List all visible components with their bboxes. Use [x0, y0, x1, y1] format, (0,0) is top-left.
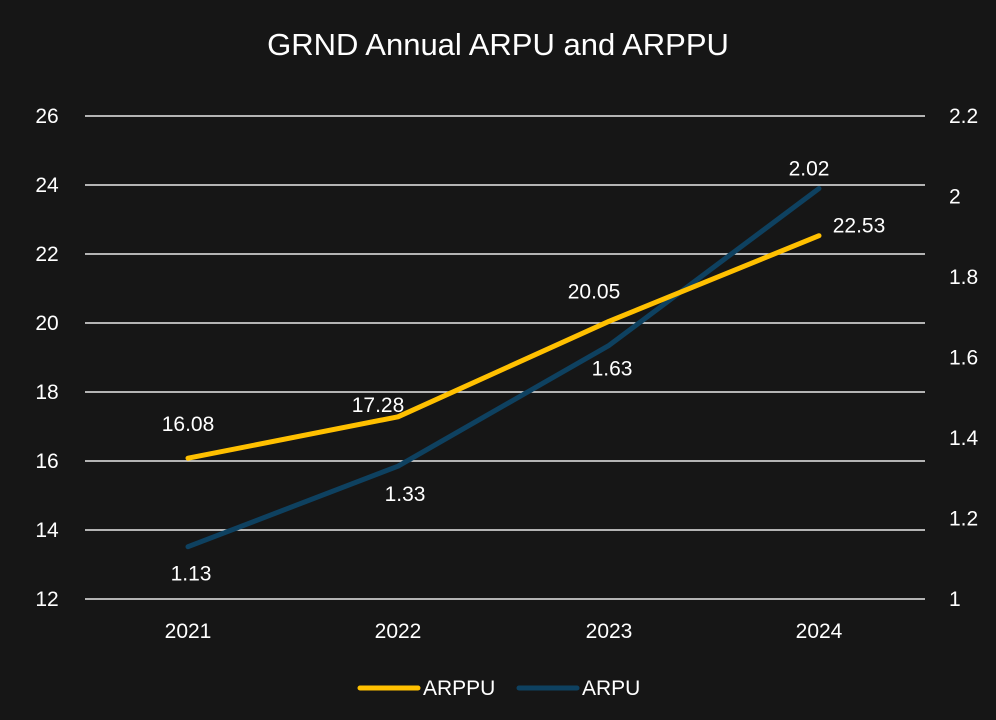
left-tick-label: 26 — [35, 105, 58, 128]
right-tick-label: 1.4 — [949, 427, 979, 450]
data-label-arpu: 1.33 — [385, 483, 426, 506]
legend-label: ARPPU — [423, 677, 495, 700]
right-axis: 1 1.2 1.4 1.6 1.8 2 2.2 — [949, 105, 979, 611]
x-tick-label: 2021 — [165, 620, 212, 643]
right-tick-label: 2 — [949, 186, 961, 209]
data-label-arpu: 1.13 — [171, 563, 212, 586]
left-tick-label: 14 — [35, 519, 59, 542]
legend-item-arppu[interactable]: ARPPU — [357, 677, 495, 700]
data-label-arppu: 22.53 — [833, 215, 886, 238]
left-tick-label: 24 — [35, 174, 59, 197]
data-label-arppu: 17.28 — [352, 394, 405, 417]
left-tick-label: 20 — [35, 312, 58, 335]
left-tick-label: 16 — [35, 450, 58, 473]
data-label-arppu: 20.05 — [568, 280, 621, 303]
right-tick-label: 2.2 — [949, 105, 978, 128]
data-label-arppu: 16.08 — [162, 413, 215, 436]
legend[interactable]: ARPPU ARPU — [357, 677, 640, 700]
x-tick-label: 2024 — [796, 620, 843, 643]
x-tick-label: 2022 — [375, 620, 422, 643]
x-tick-label: 2023 — [586, 620, 633, 643]
data-labels: 16.08 17.28 20.05 22.53 1.13 1.33 1.63 2.02 — [162, 157, 886, 585]
x-axis: 2021 2022 2023 2024 — [165, 620, 843, 643]
line-arppu — [185, 233, 822, 461]
right-tick-label: 1.2 — [949, 508, 978, 531]
legend-item-arpu[interactable]: ARPU — [516, 677, 640, 700]
left-tick-label: 18 — [35, 381, 58, 404]
right-tick-label: 1 — [949, 588, 961, 611]
left-tick-label: 12 — [35, 588, 58, 611]
legend-label: ARPU — [582, 677, 640, 700]
left-tick-label: 22 — [35, 243, 58, 266]
data-label-arpu: 2.02 — [789, 157, 830, 180]
right-tick-label: 1.8 — [949, 266, 978, 289]
right-tick-label: 1.6 — [949, 347, 978, 370]
series-lines — [185, 186, 822, 550]
chart-title: GRND Annual ARPU and ARPPU — [267, 27, 729, 62]
data-label-arpu: 1.63 — [592, 357, 633, 380]
gridlines — [85, 115, 925, 600]
line-arpu — [185, 186, 822, 550]
left-axis: 12 14 16 18 20 22 24 26 — [35, 105, 59, 611]
